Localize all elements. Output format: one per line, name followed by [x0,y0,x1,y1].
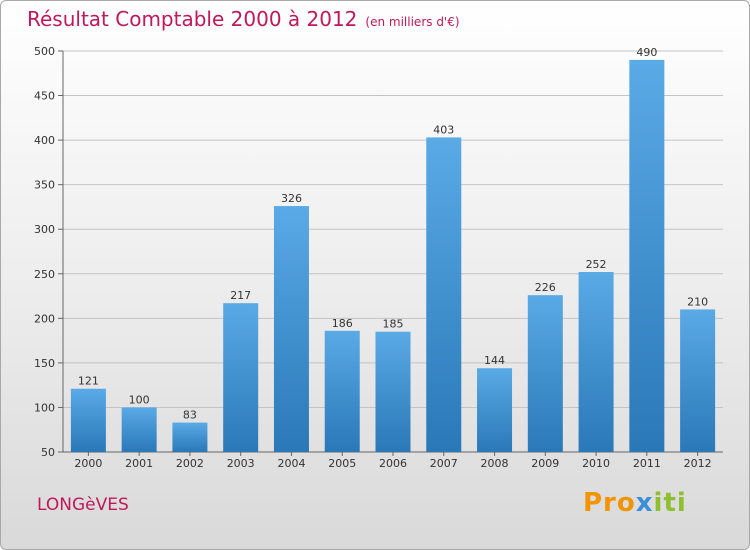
bar-2005 [324,330,360,452]
logo-part-2: x [635,488,654,518]
bar-2001 [121,407,157,452]
axes: 50 100 150 200 250 300 350 400 450 500 2000 2001 200… [34,45,723,470]
x-tick-label: 2007 [430,457,458,470]
data-label-2006: 185 [383,318,404,331]
x-tick-label: 2012 [684,457,712,470]
bar-2002 [172,422,208,452]
data-label-2002: 83 [183,409,197,422]
y-tick-label: 300 [34,223,55,236]
x-tick-label: 2011 [633,457,661,470]
bar-2007 [426,137,462,452]
data-label-2004: 326 [281,192,302,205]
logo-part-1: Pro [583,488,636,518]
y-tick-label: 150 [34,357,55,370]
logo-part-3: iti [653,488,687,518]
proxiti-logo: Proxiti [583,488,687,518]
y-tick-label: 500 [34,45,55,58]
y-tick-label: 200 [34,312,55,325]
x-tick-label: 2005 [328,457,356,470]
y-tick-label: 400 [34,134,55,147]
x-tick-label: 2000 [74,457,102,470]
data-label-2010: 252 [586,258,607,271]
bar-2008 [477,368,513,452]
x-tick-label: 2003 [227,457,255,470]
data-label-2005: 186 [332,317,353,330]
x-tick-label: 2001 [125,457,153,470]
bars [70,59,716,453]
x-tick-label: 2006 [379,457,407,470]
bar-2004 [273,206,309,452]
bar-2009 [527,295,563,452]
chart-title-main: Résultat Comptable 2000 à 2012 [27,7,358,31]
bar-2012 [680,309,716,452]
data-label-2000: 121 [78,375,99,388]
bar-2003 [223,303,259,452]
chart-title: Résultat Comptable 2000 à 2012 (en millie… [27,7,460,31]
x-tick-label: 2008 [481,457,509,470]
x-tick-label: 2010 [582,457,610,470]
data-label-2007: 403 [433,123,454,136]
bar-2011 [629,59,665,453]
commune-name: LONGèVES [37,495,129,515]
data-label-2012: 210 [687,295,708,308]
data-label-2011: 490 [636,46,657,59]
bar-2000 [70,388,106,452]
y-tick-label: 350 [34,179,55,192]
data-label-2009: 226 [535,281,556,294]
y-tick-label: 450 [34,90,55,103]
data-label-2008: 144 [484,354,505,367]
chart-subtitle: (en milliers d'€) [365,15,460,29]
bar-2010 [578,271,614,452]
data-label-2003: 217 [230,289,251,302]
data-label-2001: 100 [129,393,150,406]
data-labels: 121 100 83 217 326 186 185 403 144 226 252 490 210 [78,46,708,422]
x-tick-label: 2004 [277,457,305,470]
y-tick-label: 50 [41,446,55,459]
x-tick-label: 2009 [531,457,559,470]
y-tick-label: 250 [34,268,55,281]
y-tick-label: 100 [34,401,55,414]
x-tick-label: 2002 [176,457,204,470]
bar-2006 [375,331,411,452]
